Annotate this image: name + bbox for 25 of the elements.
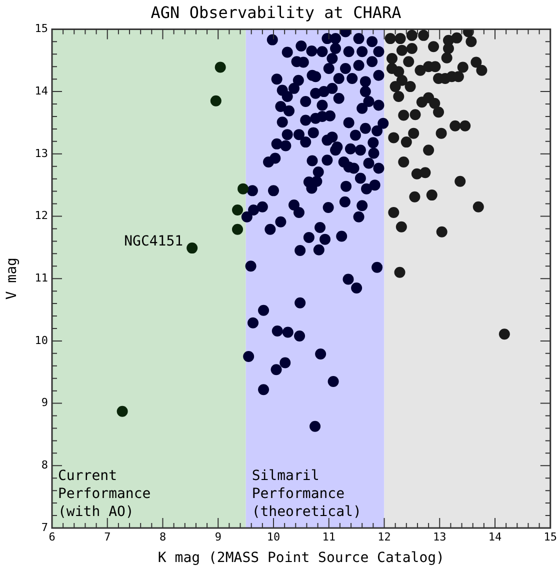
y-tick-label: 9 [41, 396, 48, 410]
x-tick-label: 9 [214, 530, 222, 544]
x-tick-label: 13 [433, 530, 446, 544]
y-axis-title: V mag [4, 258, 20, 300]
x-tick-label: 8 [159, 530, 166, 544]
x-tick-label: 7 [104, 530, 111, 544]
x-tick-label: 12 [378, 530, 391, 544]
y-tick-label: 7 [41, 520, 48, 534]
chart-title: AGN Observability at CHARA [150, 2, 402, 22]
x-tick-label: 11 [322, 530, 336, 544]
x-tick-label: 15 [544, 530, 557, 544]
x-tick-label: 14 [488, 530, 502, 544]
x-axis-title: K mag (2MASS Point Source Catalog) [158, 550, 444, 566]
y-tick-label: 10 [34, 334, 48, 347]
y-tick-label: 13 [34, 146, 48, 160]
y-tick-label: 14 [34, 84, 48, 98]
x-tick-label: 10 [266, 530, 280, 544]
y-tick-label: 12 [34, 209, 48, 222]
annotation: NGC4151 [124, 234, 184, 250]
y-tick-label: 8 [41, 458, 48, 472]
x-tick-label: 6 [48, 530, 56, 544]
band-label: Current Performance (with AO) [58, 468, 151, 520]
y-tick-label: 11 [34, 271, 48, 284]
y-tick-label: 15 [34, 22, 48, 36]
band-label: Silmaril Performance (theoretical) [252, 468, 362, 520]
